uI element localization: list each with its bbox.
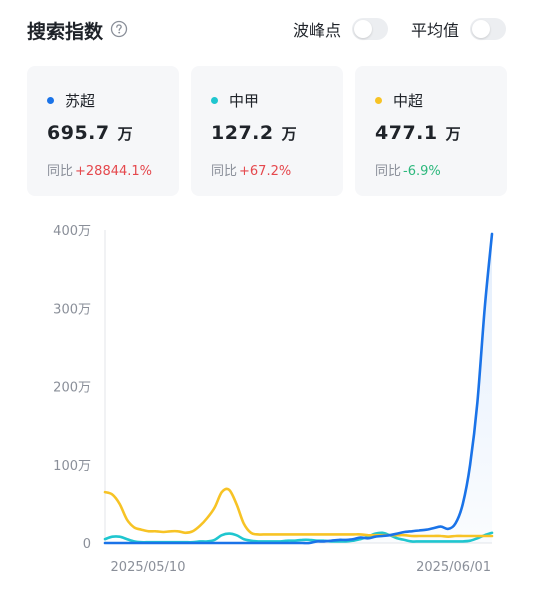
change-value: -6.9% bbox=[403, 164, 441, 179]
keyword-card-zhongchao[interactable]: 中超 477.1 万 同比 -6.9% bbox=[355, 66, 507, 196]
header: 搜索指数 波峰点 平均值 bbox=[27, 14, 517, 46]
average-toggle[interactable] bbox=[470, 18, 507, 40]
series-line-中超 bbox=[103, 487, 494, 538]
card-value-row: 695.7 万 bbox=[47, 122, 133, 144]
keyword-card-suchao[interactable]: 苏超 695.7 万 同比 +28844.1% bbox=[27, 66, 179, 196]
card-name-row: 中甲 bbox=[211, 90, 259, 111]
y-tick-label: 300万 bbox=[53, 302, 91, 317]
peak-point-toggle[interactable] bbox=[352, 18, 389, 40]
index-unit: 万 bbox=[281, 125, 297, 143]
index-value: 695.7 bbox=[47, 122, 110, 144]
keyword-cards: 苏超 695.7 万 同比 +28844.1% 中甲 127.2 万 同比 +67.… bbox=[27, 66, 507, 196]
change-label: 同比 bbox=[211, 164, 238, 179]
page-title: 搜索指数 bbox=[27, 21, 104, 43]
toggle-knob bbox=[354, 20, 373, 38]
card-value-row: 477.1 万 bbox=[375, 122, 461, 144]
x-tick-label: 2025/05/10 bbox=[111, 560, 186, 575]
x-tick-label: 2025/06/01 bbox=[416, 560, 491, 575]
index-value: 477.1 bbox=[375, 122, 438, 144]
toggle-knob bbox=[472, 20, 491, 38]
average-label: 平均值 bbox=[411, 21, 460, 40]
average-toggle-group: 平均值 bbox=[411, 16, 507, 42]
keyword-card-zhongjia[interactable]: 中甲 127.2 万 同比 +67.2% bbox=[191, 66, 343, 196]
change-value: +28844.1% bbox=[75, 164, 153, 179]
card-name-row: 苏超 bbox=[47, 90, 95, 111]
y-tick-label: 100万 bbox=[53, 459, 91, 474]
series-line-苏超 bbox=[103, 232, 494, 545]
question-icon[interactable] bbox=[110, 20, 128, 38]
y-tick-label: 200万 bbox=[53, 381, 91, 396]
chart-ticks: 400万 300万 200万 100万 0 2025/05/10 2025/06/01 bbox=[53, 224, 491, 575]
series-dot bbox=[211, 97, 218, 104]
card-change-row: 同比 -6.9% bbox=[375, 160, 441, 179]
chart-series bbox=[103, 232, 494, 545]
change-label: 同比 bbox=[47, 164, 74, 179]
keyword-name: 中甲 bbox=[229, 92, 260, 110]
series-dot bbox=[47, 97, 54, 104]
peak-point-toggle-group: 波峰点 bbox=[293, 16, 389, 42]
y-tick-label: 400万 bbox=[53, 224, 91, 239]
peak-point-label: 波峰点 bbox=[293, 21, 342, 40]
card-change-row: 同比 +67.2% bbox=[211, 160, 291, 179]
index-unit: 万 bbox=[117, 125, 133, 143]
search-index-chart[interactable]: 400万 300万 200万 100万 0 2025/05/10 2025/06/01 bbox=[0, 210, 537, 590]
series-area-苏超 bbox=[105, 233, 492, 544]
change-label: 同比 bbox=[375, 164, 402, 179]
keyword-name: 苏超 bbox=[65, 92, 96, 110]
card-name-row: 中超 bbox=[375, 90, 423, 111]
card-value-row: 127.2 万 bbox=[211, 122, 297, 144]
chart-axes bbox=[104, 230, 492, 544]
index-value: 127.2 bbox=[211, 122, 274, 144]
series-dot bbox=[375, 97, 382, 104]
card-change-row: 同比 +28844.1% bbox=[47, 160, 152, 179]
keyword-name: 中超 bbox=[393, 92, 424, 110]
change-value: +67.2% bbox=[239, 164, 292, 179]
index-unit: 万 bbox=[445, 125, 461, 143]
y-tick-label: 0 bbox=[83, 537, 91, 552]
